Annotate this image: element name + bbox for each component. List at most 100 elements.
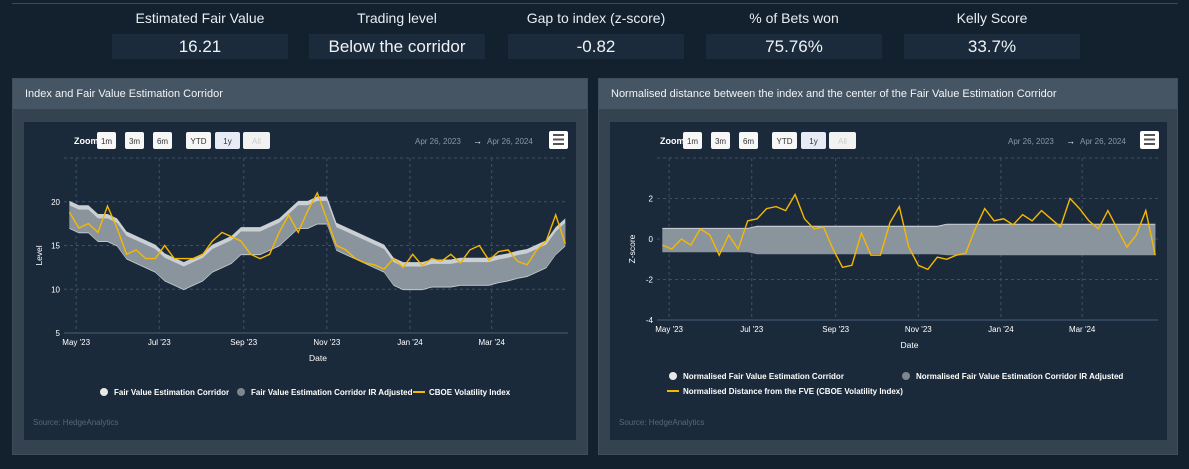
range-to[interactable]: Apr 26, 2024 — [1080, 137, 1126, 146]
top-divider — [12, 0, 1178, 4]
zoom-button-label: 3m — [129, 137, 140, 146]
legend-item[interactable]: Normalised Fair Value Estimation Corrido… — [669, 372, 844, 381]
zoom-button-bg — [683, 132, 702, 149]
zoom-button-6m[interactable]: 6m — [739, 132, 758, 149]
zoom-button-label: 1y — [223, 137, 231, 146]
stat-card: Estimated Fair Value 16.21 — [112, 8, 288, 59]
zoom-button-label: YTD — [777, 137, 793, 146]
x-axis-title: Date — [901, 340, 919, 350]
stat-label: Estimated Fair Value — [135, 10, 265, 26]
menu-bar — [1144, 134, 1155, 136]
x-tick-label: Jul '23 — [740, 325, 763, 334]
source-credit: Source: HedgeAnalytics — [619, 418, 704, 427]
zoom-button-bg — [243, 132, 270, 149]
stat-value: 16.21 — [112, 34, 288, 59]
zoom-button-label: YTD — [191, 137, 207, 146]
stat-value: Below the corridor — [309, 34, 485, 59]
zoom-button-bg — [711, 132, 730, 149]
x-tick-label: Sep '23 — [822, 325, 849, 334]
panel-title: Normalised distance between the index an… — [599, 79, 1177, 109]
zoom-button-label: All — [838, 137, 847, 146]
zoom-button-all: All — [243, 132, 270, 149]
y-tick-label: -4 — [646, 316, 654, 325]
range-arrow-icon: → — [473, 136, 482, 146]
zoom-button-bg — [829, 132, 856, 149]
y-tick-label: 20 — [51, 198, 60, 207]
zoom-button-bg — [97, 132, 116, 149]
x-tick-label: May '23 — [62, 338, 90, 347]
stat-label: % of Bets won — [749, 10, 839, 26]
range-to[interactable]: Apr 26, 2024 — [487, 137, 533, 146]
x-tick-label: Nov '23 — [313, 338, 340, 347]
zoom-button-bg — [772, 132, 797, 149]
chart-svg: Zoom 1m 3m 6m YTD 1y All Apr 26, 2023 → Apr 26, 2… — [33, 131, 568, 427]
legend-label: CBOE Volatility Index — [429, 388, 511, 397]
legend-item[interactable]: CBOE Volatility Index — [413, 388, 511, 397]
range-from[interactable]: Apr 26, 2023 — [1008, 137, 1054, 146]
zoom-button-label: 6m — [743, 137, 754, 146]
y-tick-label: 0 — [649, 235, 654, 244]
menu-bar — [553, 134, 564, 136]
zoom-button-6m[interactable]: 6m — [153, 132, 172, 149]
stat-card: Kelly Score 33.7% — [904, 8, 1080, 59]
legend-symbol-icon — [902, 372, 910, 380]
panel-title: Index and Fair Value Estimation Corridor — [13, 79, 587, 109]
zoom-button-label: 1y — [809, 137, 817, 146]
zoom-button-ytd[interactable]: YTD — [186, 132, 211, 149]
legend-symbol-icon — [100, 388, 108, 396]
legend-item[interactable]: Fair Value Estimation Corridor — [100, 388, 229, 397]
range-from[interactable]: Apr 26, 2023 — [415, 137, 461, 146]
legend-item[interactable]: Fair Value Estimation Corridor IR Adjust… — [237, 388, 413, 397]
zoom-button-3m[interactable]: 3m — [711, 132, 730, 149]
legend-label: Normalised Fair Value Estimation Corrido… — [916, 372, 1123, 381]
zoom-button-3m[interactable]: 3m — [125, 132, 144, 149]
hamburger-icon[interactable] — [549, 131, 568, 149]
menu-bar — [1144, 143, 1155, 145]
zoom-button-label: 6m — [157, 137, 168, 146]
hamburger-icon[interactable] — [1140, 131, 1159, 149]
source-credit: Source: HedgeAnalytics — [33, 418, 118, 427]
zoom-label: Zoom — [660, 136, 685, 146]
stat-card: % of Bets won 75.76% — [706, 8, 882, 59]
chart-svg: Zoom 1m 3m 6m YTD 1y All Apr 26, 2023 → Apr 26, 2… — [619, 131, 1159, 427]
y-tick-label: 2 — [649, 195, 654, 204]
zoom-button-1y[interactable]: 1y — [215, 132, 240, 149]
legend-item[interactable]: Normalised Distance from the FVE (CBOE V… — [667, 387, 903, 396]
legend-label: Normalised Fair Value Estimation Corrido… — [683, 372, 844, 381]
panel-index-corridor: Index and Fair Value Estimation Corridor… — [12, 78, 588, 455]
menu-bar — [553, 138, 564, 141]
zoom-button-ytd[interactable]: YTD — [772, 132, 797, 149]
legend-symbol-icon — [237, 388, 245, 396]
zoom-button-bg — [801, 132, 826, 149]
zoom-button-label: 1m — [687, 137, 698, 146]
zoom-button-bg — [186, 132, 211, 149]
zoom-label: Zoom — [74, 136, 99, 146]
menu-bar — [553, 143, 564, 145]
x-tick-label: Jan '24 — [988, 325, 1014, 334]
band-1 — [662, 224, 1156, 256]
stat-card: Trading level Below the corridor — [309, 8, 485, 59]
y-tick-label: -2 — [646, 276, 654, 285]
zoom-button-label: All — [252, 137, 261, 146]
zoom-button-1m[interactable]: 1m — [97, 132, 116, 149]
x-tick-label: Nov '23 — [905, 325, 932, 334]
zoom-button-bg — [153, 132, 172, 149]
y-axis-title: Z-score — [627, 234, 637, 263]
stat-label: Gap to index (z-score) — [526, 10, 666, 26]
zoom-button-1y[interactable]: 1y — [801, 132, 826, 149]
legend-symbol-icon — [669, 372, 677, 380]
stat-value: -0.82 — [508, 34, 684, 59]
range-arrow-icon: → — [1066, 136, 1075, 146]
chart-index-corridor: Zoom 1m 3m 6m YTD 1y All Apr 26, 2023 → Apr 26, 2… — [24, 122, 576, 440]
legend-item[interactable]: Normalised Fair Value Estimation Corrido… — [902, 372, 1123, 381]
zoom-button-all: All — [829, 132, 856, 149]
band-1 — [69, 200, 566, 290]
zoom-button-1m[interactable]: 1m — [683, 132, 702, 149]
series-line — [68, 191, 566, 270]
x-axis-title: Date — [309, 353, 327, 363]
x-tick-label: Sep '23 — [230, 338, 257, 347]
stat-card: Gap to index (z-score) -0.82 — [508, 8, 684, 59]
x-tick-label: May '23 — [655, 325, 683, 334]
chart-normalised-distance: Zoom 1m 3m 6m YTD 1y All Apr 26, 2023 → Apr 26, 2… — [610, 122, 1167, 440]
legend-label: Normalised Distance from the FVE (CBOE V… — [683, 387, 903, 396]
